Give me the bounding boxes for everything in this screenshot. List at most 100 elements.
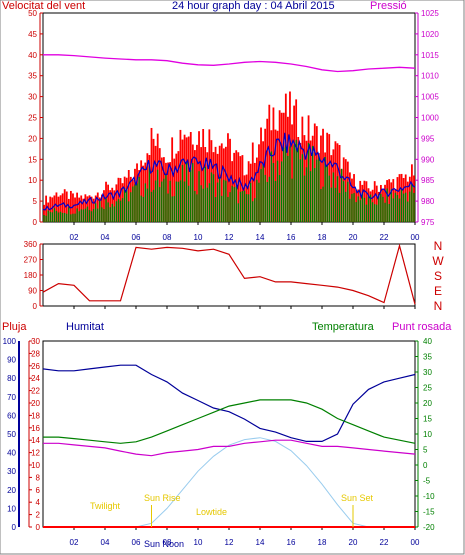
humidity-y-tick-label: 20 [7, 486, 16, 495]
solar-line [43, 437, 415, 528]
humidity-line [42, 364, 416, 442]
humidity-y-tick-label: 60 [7, 411, 16, 420]
humidity-y-tick-label: 40 [7, 449, 16, 458]
x-tick-label: 14 [256, 538, 265, 547]
pressure-line [43, 54, 416, 73]
temperature-y-tick-label: 30 [423, 368, 432, 377]
wind-y-tick-label: 35 [28, 72, 37, 81]
wind-y-tick-label: 20 [28, 134, 37, 143]
direction-line [42, 243, 416, 305]
twilight-am-annotation: Twilight [90, 501, 121, 511]
pressure-y-tick-label: 985 [421, 176, 435, 185]
x-tick-label: 22 [380, 538, 389, 547]
temperature-y-tick-label: -15 [423, 508, 435, 517]
compass-label: N [434, 239, 443, 253]
temperature-y-tick-label: 25 [423, 384, 432, 393]
pressure-y-tick-label: 980 [421, 197, 435, 206]
wind-y-tick-label: 40 [28, 51, 37, 60]
sun-noon-annotation: Sun Noon [144, 539, 185, 549]
humidity-y-tick-label: 70 [7, 393, 16, 402]
temperature-y-tick-label: 35 [423, 353, 432, 362]
compass-label: E [434, 284, 442, 298]
rain-y-tick-label: 16 [31, 424, 40, 433]
x-tick-label: 18 [318, 538, 327, 547]
pressure-y-tick-label: 1000 [421, 114, 439, 123]
humidity-y-tick-label: 30 [7, 467, 16, 476]
sunrise-annotation: Sun Rise [144, 493, 181, 503]
plot-frame [42, 243, 416, 307]
temperature-y-tick-label: 40 [423, 337, 432, 346]
rain-y-tick-label: 24 [31, 374, 40, 383]
rain-y-tick-label: 6 [36, 486, 41, 495]
pressure-y-tick-label: 1020 [421, 30, 439, 39]
wind-y-tick-label: 10 [28, 176, 37, 185]
humidity-y-tick-label: 50 [7, 430, 16, 439]
temperature-y-tick-label: 20 [423, 399, 432, 408]
pressure-y-tick-label: 1010 [421, 72, 439, 81]
x-tick-label: 12 [225, 233, 234, 242]
rain-y-tick-label: 26 [31, 362, 40, 371]
rain-y-tick-label: 2 [36, 511, 41, 520]
x-tick-label: 02 [70, 538, 79, 547]
dewpoint-line [43, 439, 416, 457]
pressure-y-tick-label: 1015 [421, 51, 439, 60]
x-tick-label: 22 [380, 233, 389, 242]
compass-label: N [434, 299, 443, 313]
wind-mean-line [42, 132, 416, 211]
x-tick-label: 10 [194, 233, 203, 242]
direction-y-tick-label: 180 [24, 271, 38, 280]
wind-y-tick-label: 25 [28, 114, 37, 123]
rain-y-tick-label: 30 [31, 337, 40, 346]
x-tick-label: 14 [256, 233, 265, 242]
dewpoint-label: Punt rosada [392, 321, 452, 333]
direction-y-tick-label: 0 [33, 302, 38, 311]
humidity-y-tick-label: 90 [7, 356, 16, 365]
wind-y-tick-label: 50 [28, 9, 37, 18]
rain-y-tick-label: 12 [31, 449, 40, 458]
x-tick-label: 04 [101, 538, 110, 547]
rain-label: Pluja [2, 321, 27, 333]
humidity-label: Humitat [66, 321, 104, 333]
rain-y-tick-label: 14 [31, 436, 40, 445]
x-tick-label: 18 [318, 233, 327, 242]
sunset-annotation: Sun Set [341, 493, 374, 503]
rain-y-tick-label: 18 [31, 411, 40, 420]
compass-label: S [434, 269, 442, 283]
humidity-y-tick-label: 100 [3, 337, 17, 346]
x-tick-label: 08 [163, 538, 172, 547]
x-tick-label: 20 [349, 233, 358, 242]
temperature-y-tick-label: -5 [423, 477, 431, 486]
rain-y-tick-label: 4 [36, 498, 41, 507]
x-tick-label: 00 [411, 538, 420, 547]
direction-y-tick-label: 270 [24, 256, 38, 265]
humidity-y-tick-label: 80 [7, 374, 16, 383]
temperature-line [43, 399, 416, 444]
pressure-y-tick-label: 995 [421, 134, 435, 143]
wind-y-tick-label: 5 [33, 197, 38, 206]
x-tick-label: 00 [411, 233, 420, 242]
x-tick-label: 12 [225, 538, 234, 547]
humidity-y-tick-label: 10 [7, 504, 16, 513]
pressure-y-tick-label: 975 [421, 218, 435, 227]
temperature-y-tick-label: 0 [423, 461, 428, 470]
x-tick-label: 16 [287, 233, 296, 242]
x-tick-label: 06 [132, 538, 141, 547]
graph-title: 24 hour graph day : 04 Abril 2015 [172, 0, 335, 12]
x-tick-label: 10 [194, 538, 203, 547]
pressure-y-tick-label: 1025 [421, 9, 439, 18]
rain-y-tick-label: 28 [31, 349, 40, 358]
wind-y-tick-label: 15 [28, 155, 37, 164]
x-tick-label: 06 [132, 233, 141, 242]
temperature-y-tick-label: 10 [423, 430, 432, 439]
compass-label: W [432, 254, 444, 268]
pressure-y-tick-label: 990 [421, 155, 435, 164]
temperature-y-tick-label: -10 [423, 492, 435, 501]
wind-y-tick-label: 0 [33, 218, 38, 227]
direction-y-tick-label: 360 [24, 240, 38, 249]
pressure-label: Pressió [370, 0, 407, 12]
rain-y-tick-label: 20 [31, 399, 40, 408]
wind-speed-label: Velocitat del vent [2, 0, 86, 12]
wind-y-tick-label: 45 [28, 30, 37, 39]
